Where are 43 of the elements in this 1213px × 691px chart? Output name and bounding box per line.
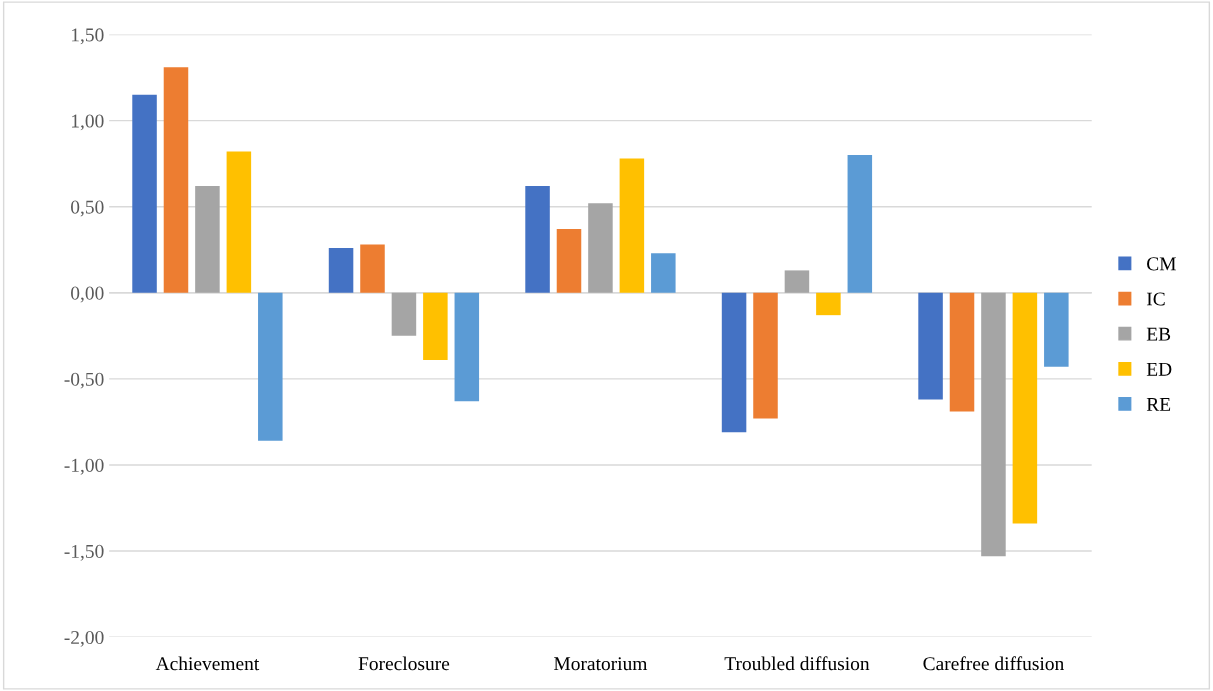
- bar: [195, 186, 220, 293]
- x-tick-label: Carefree diffusion: [923, 656, 1064, 671]
- legend-label: EB: [1146, 327, 1171, 341]
- legend-label: RE: [1146, 398, 1171, 411]
- bar: [132, 94, 157, 293]
- y-tick-label: -2,00: [64, 630, 104, 647]
- x-tick-label: Troubled diffusion: [724, 656, 870, 671]
- bar: [328, 248, 354, 293]
- bar: [816, 292, 841, 316]
- bar: [556, 229, 582, 293]
- y-tick-label: -1,00: [64, 458, 104, 475]
- bar: [391, 292, 417, 336]
- bar: [454, 292, 480, 402]
- bar: [588, 203, 613, 293]
- y-tick-label: 1,00: [71, 114, 104, 131]
- bar: [949, 292, 975, 412]
- bar: [651, 253, 676, 293]
- bar: [360, 244, 385, 293]
- x-tick-label: Foreclosure: [358, 656, 450, 671]
- x-tick-label: Moratorium: [554, 657, 648, 671]
- bar: [226, 151, 252, 293]
- y-tick-label: -1,50: [64, 544, 104, 561]
- bar: [1012, 292, 1038, 524]
- y-tick-label: -0,50: [64, 372, 104, 389]
- y-tick-label: 1,50: [71, 28, 104, 45]
- bar: [423, 292, 448, 360]
- bar: [525, 186, 550, 293]
- x-tick-label: Achievement: [155, 656, 260, 671]
- bar: [1044, 292, 1069, 367]
- bar: [163, 67, 189, 293]
- bar: [784, 270, 810, 293]
- y-tick-label: 0,00: [71, 286, 104, 303]
- legend-label: IC: [1146, 292, 1165, 306]
- bar: [918, 292, 943, 400]
- y-tick-label: 0,50: [71, 200, 104, 217]
- bar: [847, 155, 873, 293]
- bar: [981, 292, 1006, 557]
- bar: [619, 158, 645, 293]
- bar: [721, 292, 747, 433]
- legend-label: CM: [1147, 257, 1176, 271]
- bar: [258, 292, 283, 441]
- bar: [753, 292, 778, 419]
- legend-label: ED: [1146, 362, 1172, 376]
